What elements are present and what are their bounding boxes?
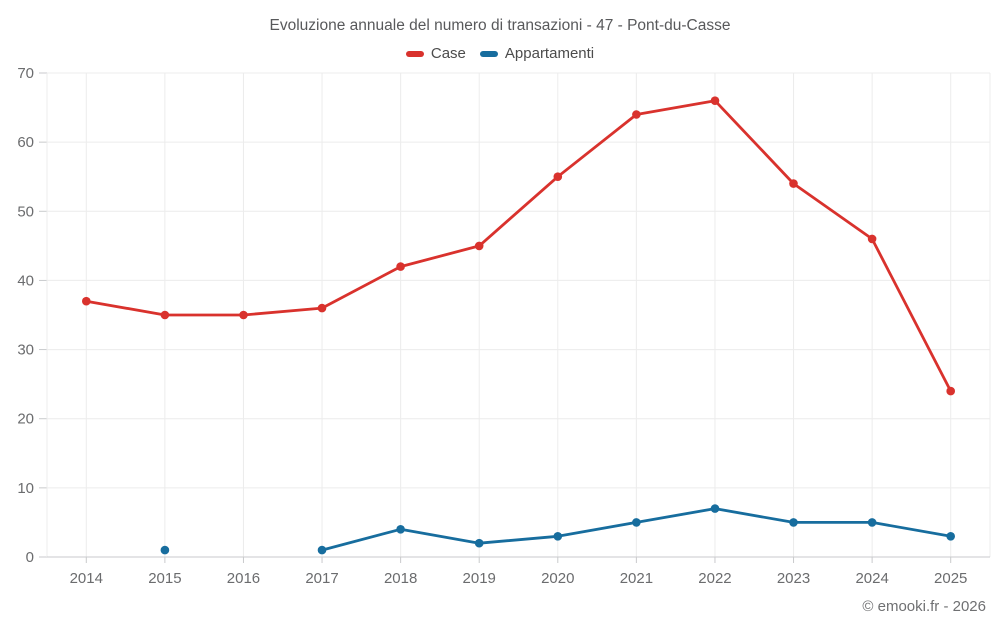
x-tick-label: 2022 bbox=[698, 570, 731, 587]
data-point-case-2022[interactable] bbox=[710, 96, 720, 105]
data-point-appartamenti-2024[interactable] bbox=[867, 518, 877, 527]
data-point-case-2023[interactable] bbox=[789, 179, 798, 188]
data-point-appartamenti-2022[interactable] bbox=[710, 504, 720, 513]
data-point-case-2020[interactable] bbox=[553, 172, 563, 181]
data-point-appartamenti-2020[interactable] bbox=[553, 532, 563, 541]
data-point-case-2018[interactable] bbox=[396, 262, 405, 271]
y-tick-label: 20 bbox=[17, 411, 34, 428]
x-tick-label: 2016 bbox=[227, 570, 260, 587]
legend-item-appartamenti[interactable]: Appartamenti bbox=[479, 45, 595, 62]
y-tick-label: 60 bbox=[17, 134, 34, 151]
data-point-case-2017[interactable] bbox=[317, 303, 327, 313]
x-tick-label: 2017 bbox=[305, 570, 338, 587]
chart-title: Evoluzione annuale del numero di transaz… bbox=[269, 17, 731, 34]
legend-label-case: Case bbox=[430, 45, 466, 62]
data-point-appartamenti-2023[interactable] bbox=[789, 518, 798, 527]
data-point-appartamenti-2015[interactable] bbox=[160, 545, 170, 555]
data-point-case-2019[interactable] bbox=[474, 241, 484, 251]
data-point-appartamenti-2017[interactable] bbox=[317, 545, 327, 555]
x-tick-label: 2019 bbox=[463, 570, 496, 587]
x-tick-label: 2020 bbox=[541, 570, 574, 587]
data-point-case-2015[interactable] bbox=[160, 310, 170, 320]
copyright-footer: © emooki.fr - 2026 bbox=[862, 598, 986, 615]
data-point-case-2024[interactable] bbox=[867, 234, 877, 244]
data-point-appartamenti-2019[interactable] bbox=[474, 538, 484, 548]
y-tick-label: 70 bbox=[17, 65, 34, 82]
y-tick-label: 10 bbox=[17, 480, 34, 497]
y-tick-label: 50 bbox=[17, 203, 34, 220]
x-tick-label: 2025 bbox=[934, 570, 967, 587]
series-line-case bbox=[84, 99, 953, 393]
x-tick-label: 2014 bbox=[70, 570, 103, 587]
data-point-case-2021[interactable] bbox=[632, 110, 641, 119]
x-tick-label: 2024 bbox=[855, 570, 888, 587]
data-point-appartamenti-2021[interactable] bbox=[632, 518, 641, 527]
x-tick-label: 2015 bbox=[148, 570, 181, 587]
y-tick-label: 40 bbox=[17, 272, 34, 289]
data-point-case-2016[interactable] bbox=[239, 310, 248, 320]
legend-item-case[interactable]: Case bbox=[405, 45, 466, 62]
y-tick-label: 30 bbox=[17, 342, 34, 359]
appartamenti-series-swatch bbox=[479, 50, 498, 57]
data-point-case-2025[interactable] bbox=[946, 386, 955, 396]
case-series-swatch bbox=[405, 50, 424, 57]
data-point-appartamenti-2018[interactable] bbox=[396, 525, 405, 534]
x-tick-label: 2023 bbox=[777, 570, 810, 587]
legend-label-appartamenti: Appartamenti bbox=[504, 45, 595, 62]
data-point-case-2014[interactable] bbox=[82, 296, 91, 306]
data-point-appartamenti-2025[interactable] bbox=[946, 532, 955, 541]
y-tick-label: 0 bbox=[26, 549, 34, 566]
x-tick-label: 2021 bbox=[620, 570, 653, 587]
x-tick-label: 2018 bbox=[384, 570, 417, 587]
legend: Case Appartamenti bbox=[0, 45, 1000, 62]
